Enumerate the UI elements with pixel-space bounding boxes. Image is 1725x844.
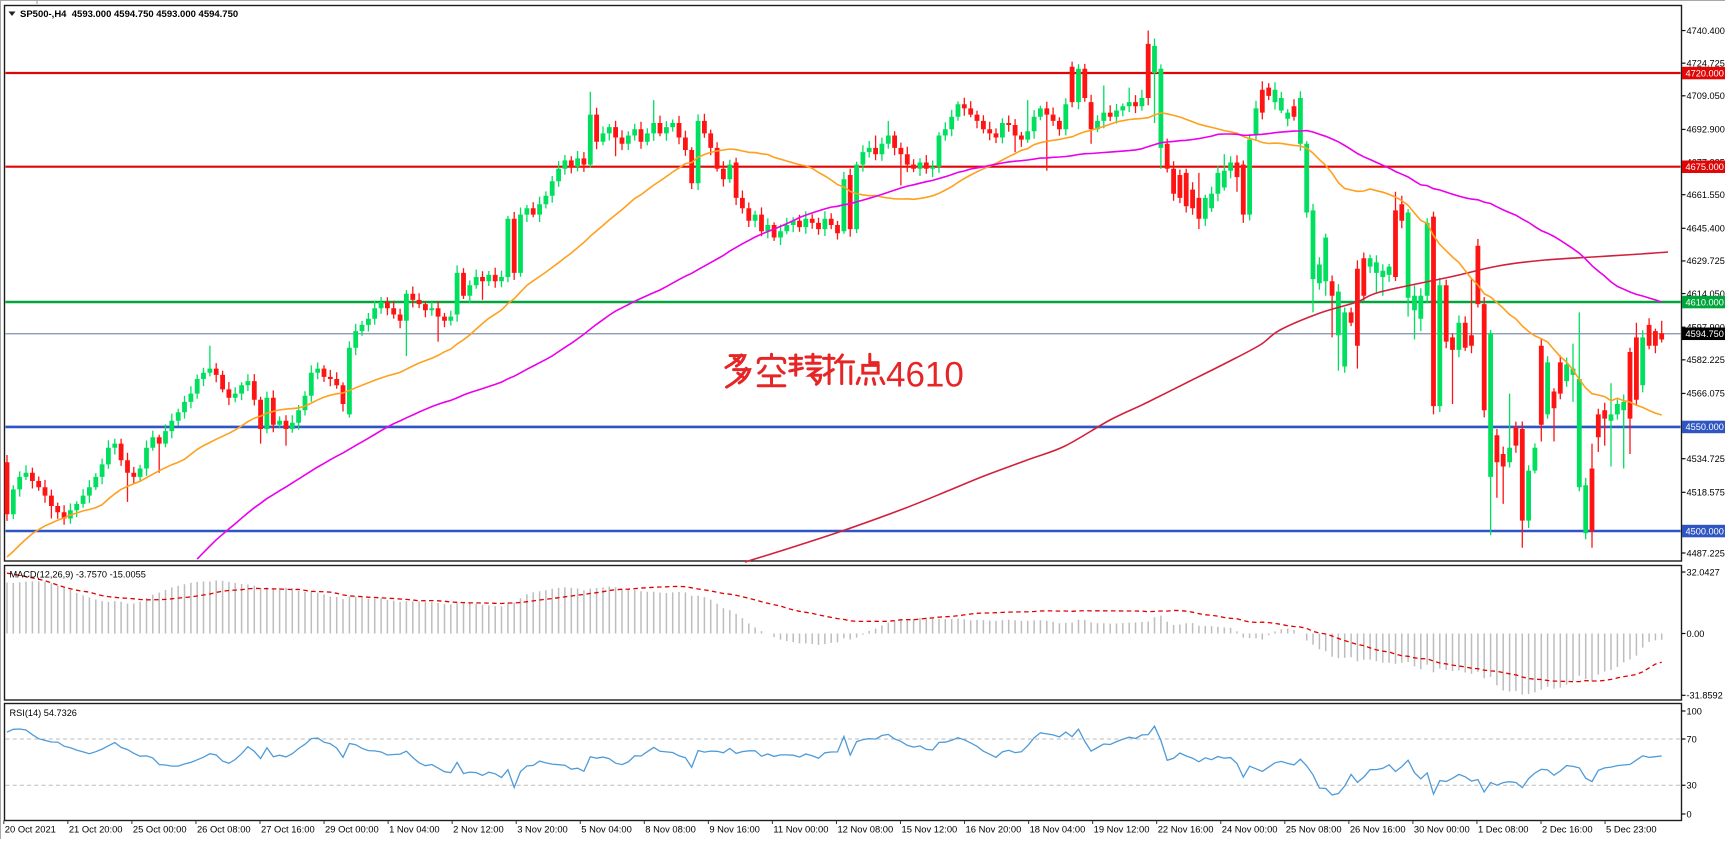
svg-text:4610: 4610	[886, 356, 964, 395]
svg-text:20 Oct 2021: 20 Oct 2021	[5, 824, 56, 835]
svg-text:25 Oct 00:00: 25 Oct 00:00	[133, 824, 187, 835]
svg-text:27 Oct 16:00: 27 Oct 16:00	[261, 824, 315, 835]
svg-text:5 Nov 04:00: 5 Nov 04:00	[581, 824, 632, 835]
svg-text:4500.000: 4500.000	[1686, 526, 1724, 536]
svg-text:11 Nov 00:00: 11 Nov 00:00	[773, 824, 828, 835]
svg-text:4724.725: 4724.725	[1687, 58, 1725, 68]
svg-text:4597.900: 4597.900	[1687, 322, 1725, 332]
svg-text:30: 30	[1687, 781, 1697, 791]
svg-text:4534.725: 4534.725	[1687, 454, 1725, 464]
svg-text:29 Oct 00:00: 29 Oct 00:00	[325, 824, 379, 835]
svg-text:4709.050: 4709.050	[1687, 91, 1725, 101]
svg-text:16 Nov 20:00: 16 Nov 20:00	[966, 824, 1022, 835]
svg-text:SP500-,H4 4593.000 4594.750 4: SP500-,H4 4593.000 4594.750 4593.000 459…	[20, 9, 238, 20]
svg-text:1 Nov 04:00: 1 Nov 04:00	[389, 824, 440, 835]
svg-text:21 Oct 20:00: 21 Oct 20:00	[69, 824, 123, 835]
svg-text:19 Nov 12:00: 19 Nov 12:00	[1094, 824, 1150, 835]
svg-text:4594.750: 4594.750	[1686, 329, 1724, 339]
svg-text:RSI(14) 54.7326: RSI(14) 54.7326	[10, 708, 77, 718]
svg-text:4550.000: 4550.000	[1686, 422, 1724, 432]
svg-text:4629.725: 4629.725	[1687, 256, 1725, 266]
svg-text:0.00: 0.00	[1687, 629, 1705, 639]
svg-text:4645.400: 4645.400	[1687, 224, 1725, 234]
svg-text:4740.400: 4740.400	[1687, 26, 1725, 36]
svg-text:25 Nov 08:00: 25 Nov 08:00	[1286, 824, 1342, 835]
svg-text:26 Oct 08:00: 26 Oct 08:00	[197, 824, 251, 835]
svg-text:1 Dec 08:00: 1 Dec 08:00	[1478, 824, 1529, 835]
svg-text:100: 100	[1687, 706, 1702, 716]
svg-text:26 Nov 16:00: 26 Nov 16:00	[1350, 824, 1406, 835]
svg-text:4518.575: 4518.575	[1687, 488, 1725, 498]
svg-text:-31.8592: -31.8592	[1687, 691, 1723, 701]
svg-text:4675.000: 4675.000	[1686, 162, 1724, 172]
svg-text:4487.225: 4487.225	[1687, 548, 1725, 558]
svg-text:22 Nov 16:00: 22 Nov 16:00	[1158, 824, 1214, 835]
svg-text:5 Dec 23:00: 5 Dec 23:00	[1606, 824, 1657, 835]
svg-text:9 Nov 16:00: 9 Nov 16:00	[709, 824, 760, 835]
svg-text:32.0427: 32.0427	[1687, 567, 1720, 577]
svg-text:4720.000: 4720.000	[1686, 68, 1724, 78]
svg-text:4566.075: 4566.075	[1687, 389, 1725, 399]
svg-text:4614.050: 4614.050	[1687, 289, 1725, 299]
svg-text:18 Nov 04:00: 18 Nov 04:00	[1030, 824, 1086, 835]
svg-text:12 Nov 08:00: 12 Nov 08:00	[837, 824, 893, 835]
svg-text:4661.550: 4661.550	[1687, 190, 1725, 200]
svg-text:8 Nov 08:00: 8 Nov 08:00	[645, 824, 696, 835]
svg-text:2 Dec 16:00: 2 Dec 16:00	[1542, 824, 1593, 835]
svg-text:MACD(12,26,9) -3.7570 -15.0055: MACD(12,26,9) -3.7570 -15.0055	[10, 570, 146, 580]
svg-text:30 Nov 00:00: 30 Nov 00:00	[1414, 824, 1470, 835]
svg-text:3 Nov 20:00: 3 Nov 20:00	[517, 824, 568, 835]
svg-text:4582.225: 4582.225	[1687, 355, 1725, 365]
svg-text:70: 70	[1687, 734, 1697, 744]
svg-text:2 Nov 12:00: 2 Nov 12:00	[453, 824, 504, 835]
svg-text:24 Nov 00:00: 24 Nov 00:00	[1222, 824, 1278, 835]
svg-text:15 Nov 12:00: 15 Nov 12:00	[902, 824, 958, 835]
svg-text:4610.000: 4610.000	[1686, 297, 1724, 307]
svg-text:0: 0	[1687, 809, 1692, 819]
svg-text:4692.900: 4692.900	[1687, 125, 1725, 135]
